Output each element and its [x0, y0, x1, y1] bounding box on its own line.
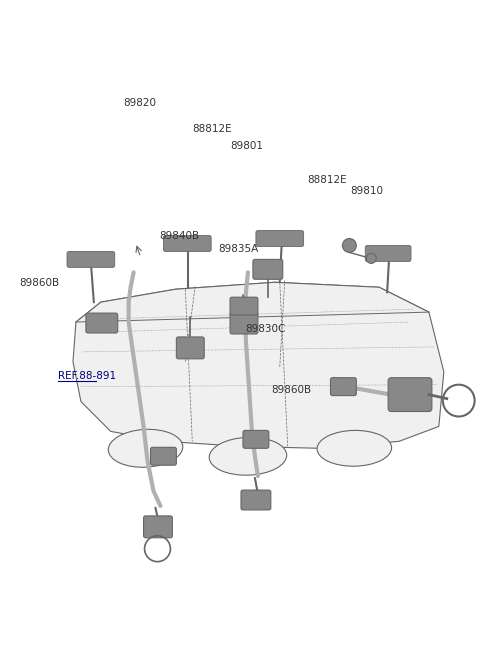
Ellipse shape	[209, 438, 287, 475]
FancyBboxPatch shape	[388, 378, 432, 411]
FancyBboxPatch shape	[241, 490, 271, 510]
FancyBboxPatch shape	[230, 312, 258, 334]
Circle shape	[366, 254, 376, 263]
Text: 89810: 89810	[350, 187, 383, 196]
Text: 89820: 89820	[123, 98, 156, 108]
FancyBboxPatch shape	[86, 313, 118, 333]
Text: 89860B: 89860B	[20, 278, 60, 288]
Text: 89801: 89801	[230, 141, 264, 150]
Ellipse shape	[108, 429, 183, 467]
FancyBboxPatch shape	[164, 236, 211, 252]
Text: 89840B: 89840B	[159, 231, 199, 241]
FancyBboxPatch shape	[176, 337, 204, 359]
Text: 89830C: 89830C	[245, 323, 285, 334]
Text: 88812E: 88812E	[307, 175, 347, 185]
Ellipse shape	[317, 430, 392, 466]
Text: 89860B: 89860B	[271, 385, 311, 395]
FancyBboxPatch shape	[151, 447, 176, 465]
Text: REF.88-891: REF.88-891	[58, 371, 116, 380]
FancyBboxPatch shape	[230, 297, 258, 315]
FancyBboxPatch shape	[67, 252, 115, 267]
FancyBboxPatch shape	[253, 260, 283, 279]
Text: 89835A: 89835A	[218, 244, 259, 254]
FancyBboxPatch shape	[330, 378, 356, 396]
Polygon shape	[73, 283, 444, 448]
FancyBboxPatch shape	[365, 246, 411, 261]
Polygon shape	[76, 283, 429, 367]
FancyBboxPatch shape	[256, 231, 304, 246]
FancyBboxPatch shape	[243, 430, 269, 448]
Circle shape	[342, 238, 356, 252]
FancyBboxPatch shape	[144, 516, 172, 538]
Text: 88812E: 88812E	[192, 124, 232, 133]
